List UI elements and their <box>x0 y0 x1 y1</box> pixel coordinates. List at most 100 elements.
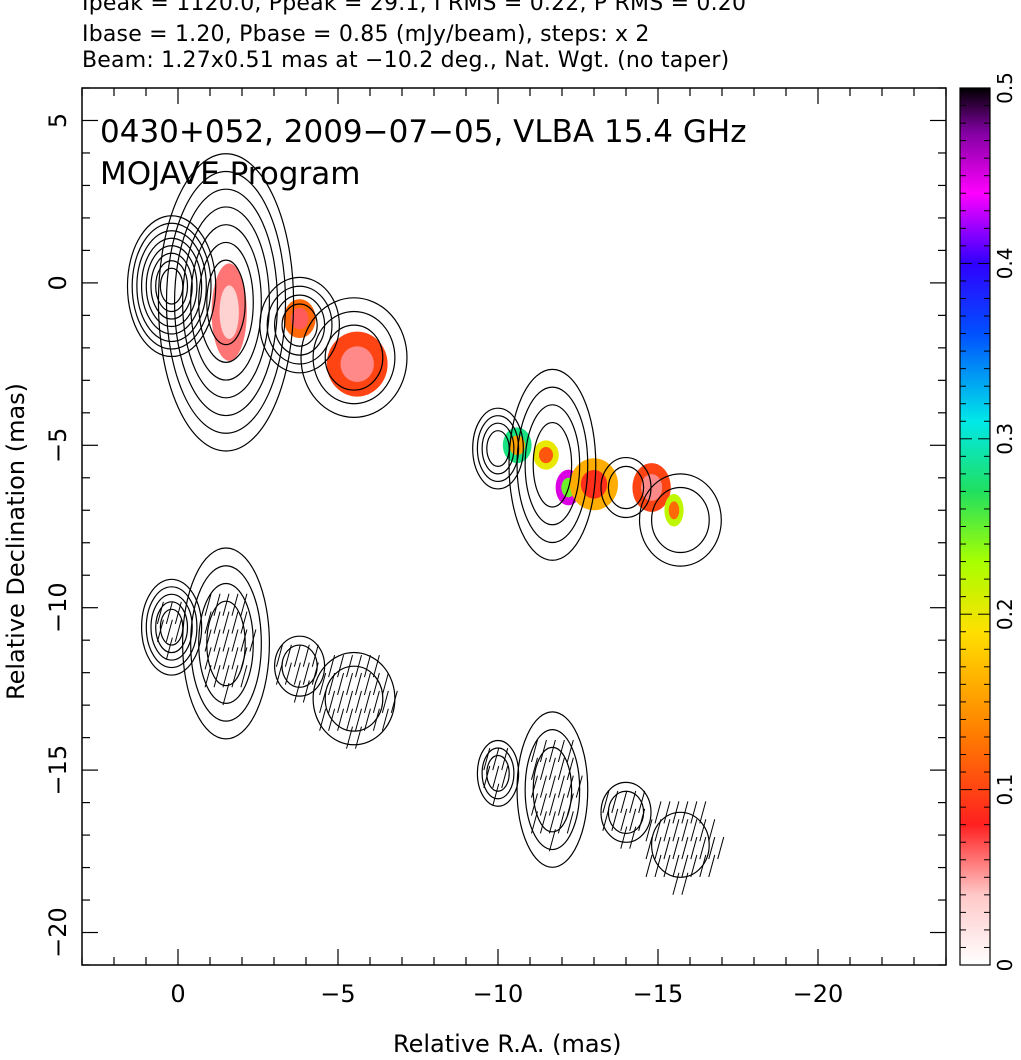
evpa-tick <box>558 758 564 780</box>
evpa-tick <box>347 691 353 713</box>
evpa-tick <box>621 827 627 849</box>
evpa-tick <box>214 647 220 669</box>
intensity-contour <box>183 548 270 739</box>
colorbar-tick-label: 0.4 <box>993 247 1017 279</box>
evpa-tick <box>682 873 688 895</box>
evpa-tick <box>603 809 609 831</box>
evpa-tick <box>700 837 706 859</box>
evpa-tick <box>549 776 555 798</box>
evpa-tick <box>355 691 361 713</box>
plot-frame <box>82 88 946 965</box>
evpa-tick <box>691 819 697 841</box>
y-tick-label: 0 <box>44 275 72 290</box>
evpa-tick <box>338 655 344 677</box>
intensity-contour <box>517 712 588 867</box>
intensity-contour <box>127 216 215 357</box>
evpa-tick <box>285 663 291 685</box>
evpa-tick <box>276 663 282 685</box>
intensity-contour <box>207 601 245 685</box>
colorbar-tick-label: 0.1 <box>993 774 1017 806</box>
evpa-tick <box>549 811 555 833</box>
evpa-tick <box>700 801 706 823</box>
evpa-tick <box>621 809 627 831</box>
evpa-tick <box>655 855 661 877</box>
evpa-tick <box>531 811 537 833</box>
evpa-tick <box>205 665 211 687</box>
colorbar-tick-label: 0 <box>993 959 1017 972</box>
axis-ticks <box>82 88 946 965</box>
evpa-tick <box>166 620 172 642</box>
x-tick-label: 0 <box>170 980 185 1008</box>
evpa-tick <box>630 809 636 831</box>
evpa-tick <box>223 647 229 669</box>
evpa-tick <box>567 794 573 816</box>
polarization-region-core <box>220 285 239 339</box>
evpa-tick <box>646 855 652 877</box>
evpa-tick <box>232 612 238 634</box>
evpa-tick <box>214 630 220 652</box>
evpa-tick <box>329 655 335 677</box>
evpa-tick <box>364 673 370 695</box>
evpa-tick <box>232 665 238 687</box>
evpa-tick <box>700 855 706 877</box>
evpa-tick <box>303 681 309 703</box>
evpa-tick <box>709 855 715 877</box>
contour-layer <box>127 154 721 878</box>
evpa-tick <box>294 681 300 703</box>
evpa-tick <box>691 837 697 859</box>
evpa-tick <box>347 709 353 731</box>
evpa-tick <box>558 776 564 798</box>
evpa-tick <box>223 612 229 634</box>
evpa-tick <box>540 794 546 816</box>
evpa-tick <box>223 594 229 616</box>
evpa-tick <box>691 801 697 823</box>
evpa-tick <box>303 663 309 685</box>
evpa-tick <box>241 630 247 652</box>
evpa-tick <box>205 630 211 652</box>
evpa-tick <box>382 673 388 695</box>
chart-subtitle: MOJAVE Program <box>100 156 360 192</box>
intensity-contour <box>146 246 197 327</box>
evpa-tick <box>166 638 172 660</box>
polarization-region-core <box>539 447 553 463</box>
evpa-tick <box>493 748 499 770</box>
evpa-tick <box>630 827 636 849</box>
evpa-tick <box>223 683 229 705</box>
evpa-tick <box>655 819 661 841</box>
evpa-tick <box>303 645 309 667</box>
y-tick-label: −5 <box>44 428 72 463</box>
polarization-region-core <box>340 346 373 382</box>
evpa-tick <box>364 655 370 677</box>
y-tick-label: −15 <box>44 745 72 796</box>
evpa-tick <box>612 791 618 813</box>
x-tick-label: −10 <box>473 980 524 1008</box>
chart-title: 0430+052, 2009−07−05, VLBA 15.4 GHz <box>100 114 746 150</box>
x-tick-label: −15 <box>633 980 684 1008</box>
evpa-tick <box>312 663 318 685</box>
y-tick-label: −20 <box>44 907 72 958</box>
evpa-tick <box>664 837 670 859</box>
evpa-tick <box>612 809 618 831</box>
evpa-tick <box>502 748 508 770</box>
evpa-tick <box>214 594 220 616</box>
evpa-tick <box>673 819 679 841</box>
evpa-tick <box>558 794 564 816</box>
evpa-tick <box>540 758 546 780</box>
evpa-tick <box>558 811 564 833</box>
evpa-tick <box>294 663 300 685</box>
evpa-tick <box>241 647 247 669</box>
evpa-tick <box>232 630 238 652</box>
intensity-contour <box>191 566 262 721</box>
y-tick-label: −10 <box>44 582 72 633</box>
evpa-tick <box>673 837 679 859</box>
y-axis-label: Relative Declination (mas) <box>2 383 30 700</box>
evpa-tick <box>682 819 688 841</box>
colorbar-tick-labels: 0 0.1 0.2 0.3 0.4 0.5 <box>993 72 1017 971</box>
evpa-tick <box>338 691 344 713</box>
evpa-tick <box>232 647 238 669</box>
evpa-tick <box>682 855 688 877</box>
evpa-tick <box>223 665 229 687</box>
evpa-tick <box>329 673 335 695</box>
colorbar-tick-label: 0.5 <box>993 72 1017 104</box>
x-axis-label: Relative R.A. (mas) <box>393 1030 621 1058</box>
